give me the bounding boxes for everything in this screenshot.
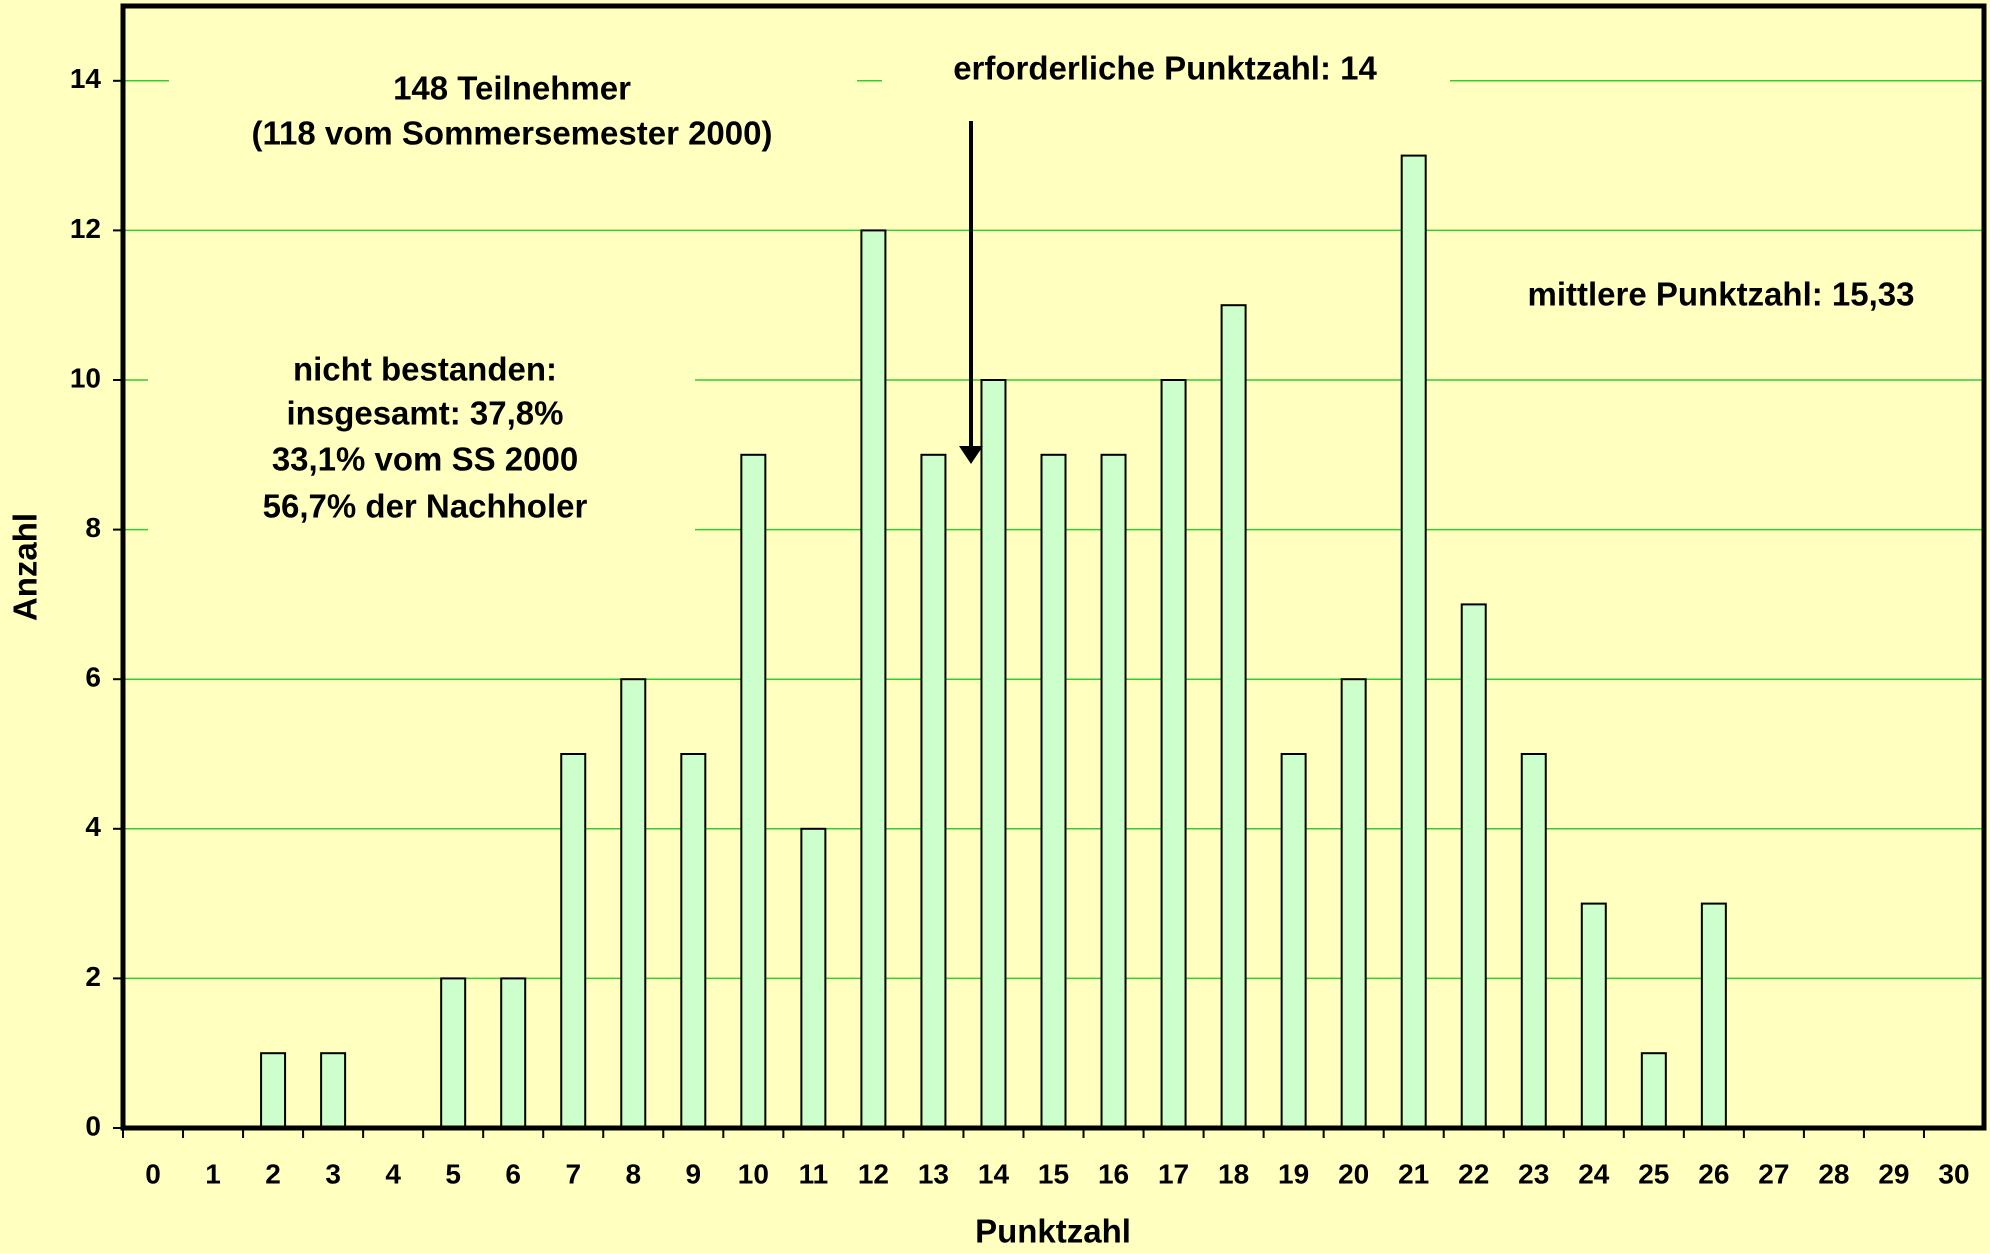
x-tick-label: 17 xyxy=(1158,1158,1189,1189)
y-tick-label: 10 xyxy=(70,362,101,393)
bar xyxy=(1400,154,1427,1130)
bar xyxy=(560,753,587,1129)
bar xyxy=(980,379,1007,1129)
x-tick-label: 8 xyxy=(625,1158,641,1189)
y-tick-label: 12 xyxy=(70,213,101,244)
x-tick-label: 27 xyxy=(1758,1158,1789,1189)
bar xyxy=(320,1052,347,1129)
annotation-background xyxy=(882,51,1450,95)
annotation: nicht bestanden: xyxy=(293,351,557,388)
y-tick-label: 14 xyxy=(70,63,102,94)
y-tick-label: 8 xyxy=(85,512,101,543)
annotation: 33,1% vom SS 2000 xyxy=(272,441,578,478)
bar xyxy=(1100,453,1127,1129)
bar xyxy=(680,753,707,1129)
x-tick-label: 3 xyxy=(325,1158,341,1189)
x-tick-label: 22 xyxy=(1458,1158,1489,1189)
bar xyxy=(500,977,527,1130)
bar xyxy=(1280,753,1307,1129)
x-tick-label: 2 xyxy=(265,1158,281,1189)
bar xyxy=(800,827,827,1129)
y-tick-label: 4 xyxy=(85,811,101,842)
x-tick-label: 13 xyxy=(918,1158,949,1189)
y-axis-label: Anzahl xyxy=(7,513,44,621)
x-tick-label: 26 xyxy=(1698,1158,1729,1189)
x-tick-label: 30 xyxy=(1938,1158,1969,1189)
annotation-background xyxy=(169,51,857,165)
x-tick-label: 29 xyxy=(1878,1158,1909,1189)
bar xyxy=(1580,902,1607,1129)
x-tick-label: 5 xyxy=(445,1158,461,1189)
bar xyxy=(740,453,767,1129)
bar xyxy=(620,678,647,1129)
annotation-background xyxy=(1497,273,1948,324)
bar xyxy=(1040,453,1067,1129)
annotation-background xyxy=(148,343,695,539)
bar xyxy=(920,453,947,1129)
x-tick-label: 1 xyxy=(205,1158,221,1189)
arrow-head xyxy=(959,446,983,464)
annotation: mittlere Punktzahl: 15,33 xyxy=(1528,276,1915,313)
bar xyxy=(1640,1052,1667,1129)
y-tick-label: 0 xyxy=(85,1110,101,1141)
x-tick-label: 14 xyxy=(978,1158,1010,1189)
x-tick-label: 7 xyxy=(565,1158,581,1189)
y-tick-label: 6 xyxy=(85,662,101,693)
x-tick-label: 20 xyxy=(1338,1158,1369,1189)
x-tick-label: 9 xyxy=(686,1158,702,1189)
bar xyxy=(1340,678,1367,1129)
x-tick-label: 15 xyxy=(1038,1158,1069,1189)
x-tick-label: 11 xyxy=(799,1158,829,1189)
x-tick-label: 0 xyxy=(145,1158,161,1189)
annotation: erforderliche Punktzahl: 14 xyxy=(953,50,1377,87)
bar xyxy=(1160,379,1187,1129)
annotation: insgesamt: 37,8% xyxy=(287,395,564,432)
x-tick-label: 21 xyxy=(1398,1158,1429,1189)
x-axis-label: Punktzahl xyxy=(975,1213,1131,1250)
x-tick-label: 10 xyxy=(738,1158,769,1189)
bar xyxy=(1520,753,1547,1129)
bar xyxy=(1700,902,1727,1129)
y-tick-label: 2 xyxy=(85,961,101,992)
bar xyxy=(860,229,887,1129)
x-tick-label: 24 xyxy=(1578,1158,1610,1189)
x-tick-label: 25 xyxy=(1638,1158,1669,1189)
x-tick-label: 16 xyxy=(1098,1158,1129,1189)
bar xyxy=(440,977,467,1130)
x-tick-label: 28 xyxy=(1818,1158,1849,1189)
bar xyxy=(260,1052,287,1129)
x-tick-label: 19 xyxy=(1278,1158,1309,1189)
bar xyxy=(1220,304,1247,1129)
x-tick-label: 12 xyxy=(858,1158,889,1189)
x-tick-label: 6 xyxy=(505,1158,521,1189)
annotation: 56,7% der Nachholer xyxy=(263,488,588,525)
x-tick-label: 18 xyxy=(1218,1158,1249,1189)
annotation: (118 vom Sommersemester 2000) xyxy=(252,115,773,152)
x-tick-label: 23 xyxy=(1518,1158,1549,1189)
bar xyxy=(1460,603,1487,1129)
x-tick-label: 4 xyxy=(385,1158,401,1189)
annotation: 148 Teilnehmer xyxy=(393,70,631,107)
plot-border xyxy=(120,3,1987,1131)
